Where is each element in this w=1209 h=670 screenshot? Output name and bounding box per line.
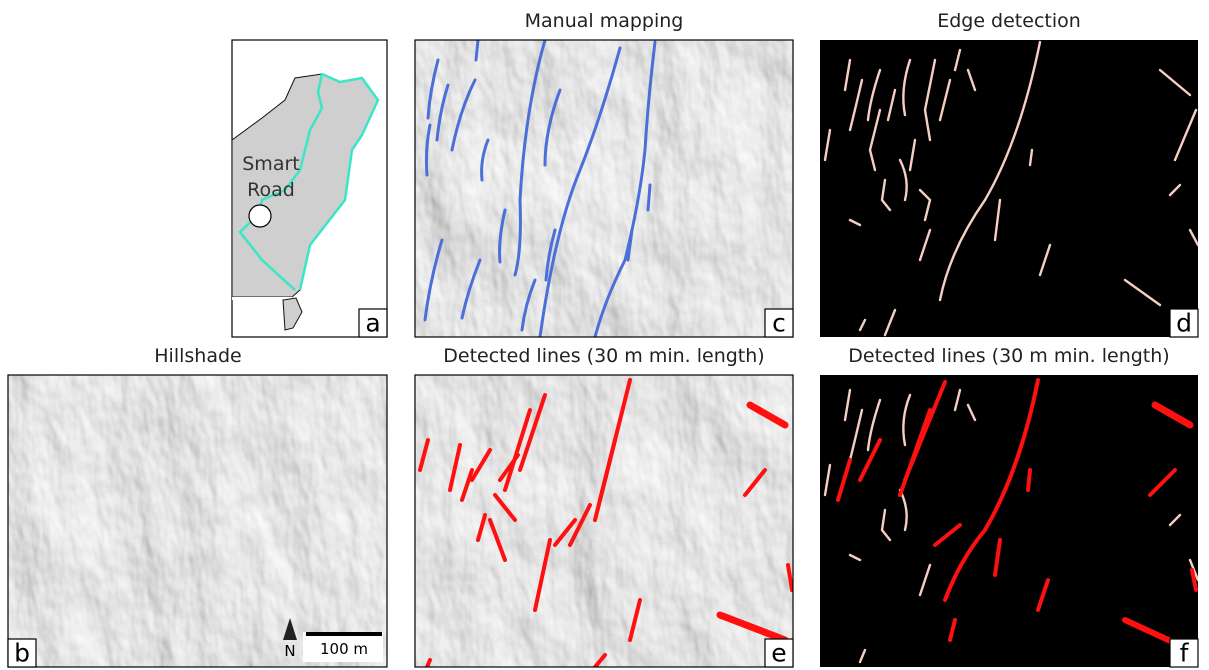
map-label: Smart <box>242 153 299 175</box>
panel-title: Manual mapping <box>525 10 684 32</box>
panel-letter: b <box>14 639 30 668</box>
panel-shape <box>8 375 387 667</box>
panel-letter: d <box>1176 309 1192 338</box>
panel-e: Detected lines (30 m min. length) e <box>415 345 793 668</box>
scale-bar: 100 m <box>320 640 368 658</box>
panel-f: Detected lines (30 m min. length) f <box>820 345 1198 668</box>
figure: Smart Road a Hillshade b N 100 m Manual … <box>0 0 1209 670</box>
panel-title: Hillshade <box>154 345 241 367</box>
panel-a: Smart Road a <box>232 40 387 338</box>
panel-title: Edge detection <box>937 10 1081 32</box>
panel-shape <box>820 375 1198 667</box>
line-feature <box>1028 470 1030 490</box>
map-label: Road <box>247 179 295 201</box>
panel-d: Edge detection d <box>820 10 1198 338</box>
panel-letter: e <box>771 639 786 668</box>
panel-c: Manual mapping c <box>415 10 793 338</box>
panel-title: Detected lines (30 m min. length) <box>443 345 764 367</box>
panel-b: Hillshade b N 100 m <box>8 345 387 668</box>
panel-title: Detected lines (30 m min. length) <box>848 345 1169 367</box>
line-feature <box>427 660 430 667</box>
line-feature <box>476 40 478 60</box>
line-feature <box>648 185 650 210</box>
panel-letter: a <box>365 309 380 338</box>
north-arrow: N <box>284 642 295 660</box>
shape <box>249 205 271 227</box>
panel-letter: f <box>1180 639 1190 668</box>
panel-letter: c <box>772 309 786 338</box>
